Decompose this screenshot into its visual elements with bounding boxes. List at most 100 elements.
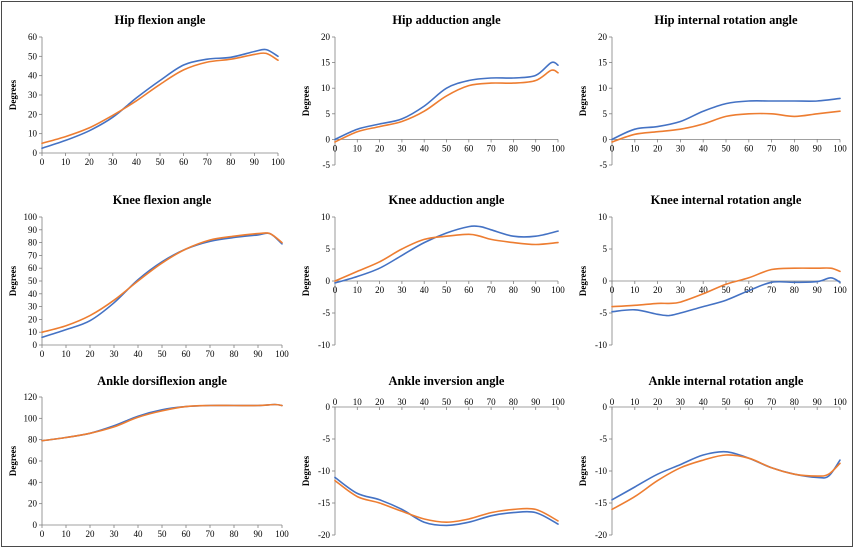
x-tick-label: 70 xyxy=(767,143,777,153)
y-tick-label: 5 xyxy=(603,244,608,254)
y-tick-label: -5 xyxy=(323,434,331,444)
x-tick-label: 60 xyxy=(744,143,754,153)
series-line-1 xyxy=(41,48,279,149)
y-tick-label: 30 xyxy=(28,90,38,100)
x-tick-label: 90 xyxy=(254,529,264,539)
x-tick-label: 70 xyxy=(487,143,497,153)
chart-title: Ankle inversion angle xyxy=(389,374,505,388)
x-tick-label: 80 xyxy=(509,285,519,295)
y-tick-label: 90 xyxy=(28,225,38,235)
y-tick-label: 70 xyxy=(28,250,38,260)
x-tick-label: 60 xyxy=(464,143,474,153)
x-tick-label: 60 xyxy=(744,397,754,407)
y-tick-label: 40 xyxy=(28,289,38,299)
chart-panel-8: Ankle inversion angle Degrees -20 -15 -10 -5 0… xyxy=(301,374,565,540)
y-tick-label: 100 xyxy=(24,212,38,222)
y-tick-label: 0 xyxy=(603,134,608,144)
x-tick-label: 20 xyxy=(653,397,663,407)
y-axis-label: Degrees xyxy=(8,445,18,476)
y-tick-label: 120 xyxy=(24,392,38,402)
chart-title: Knee adduction angle xyxy=(389,193,505,207)
series-line-2 xyxy=(334,69,559,143)
x-tick-label: 0 xyxy=(610,285,615,295)
x-tick-label: 90 xyxy=(813,143,823,153)
y-axis-label: Degrees xyxy=(8,79,18,110)
x-tick-label: 10 xyxy=(353,143,363,153)
x-tick-label: 0 xyxy=(333,285,338,295)
y-tick-label: 20 xyxy=(28,314,38,324)
x-tick-label: 20 xyxy=(86,529,96,539)
y-tick-label: 50 xyxy=(28,276,38,286)
chart-panel-6: Knee internal rotation angle Degrees -10 -5… xyxy=(578,193,847,350)
chart-title: Ankle dorsiflexion angle xyxy=(97,374,227,388)
x-tick-label: 30 xyxy=(676,285,686,295)
y-axis-label: Degrees xyxy=(301,265,311,296)
x-tick-label: 20 xyxy=(653,285,663,295)
x-tick-label: 0 xyxy=(40,529,45,539)
y-axis-label: Degrees xyxy=(301,455,311,486)
y-tick-label: 40 xyxy=(28,477,38,487)
y-tick-label: -20 xyxy=(595,530,607,540)
x-tick-label: 70 xyxy=(767,285,777,295)
x-tick-label: 70 xyxy=(487,285,497,295)
x-tick-label: 70 xyxy=(767,397,777,407)
x-tick-label: 40 xyxy=(132,157,142,167)
x-tick-label: 30 xyxy=(397,143,407,153)
x-tick-label: 0 xyxy=(610,143,615,153)
x-tick-label: 50 xyxy=(156,157,166,167)
x-tick-label: 10 xyxy=(630,285,640,295)
x-tick-label: 50 xyxy=(442,143,452,153)
y-tick-label: -5 xyxy=(600,308,608,318)
x-tick-label: 60 xyxy=(179,157,189,167)
x-tick-label: 80 xyxy=(790,143,800,153)
x-tick-label: 20 xyxy=(375,143,385,153)
x-tick-label: 100 xyxy=(833,143,847,153)
x-tick-label: 10 xyxy=(353,397,363,407)
x-tick-label: 0 xyxy=(333,143,338,153)
y-tick-label: -10 xyxy=(595,340,607,350)
x-tick-label: 10 xyxy=(630,143,640,153)
x-tick-label: 50 xyxy=(722,143,732,153)
y-tick-label: 0 xyxy=(326,276,331,286)
y-tick-label: 60 xyxy=(28,32,38,42)
y-tick-label: -15 xyxy=(595,498,607,508)
x-tick-label: 70 xyxy=(206,529,216,539)
x-tick-label: 60 xyxy=(464,285,474,295)
x-tick-label: 50 xyxy=(442,285,452,295)
x-tick-label: 50 xyxy=(722,285,732,295)
x-tick-label: 30 xyxy=(108,157,118,167)
x-tick-label: 100 xyxy=(833,397,847,407)
series-line-1 xyxy=(334,61,559,141)
y-tick-label: 0 xyxy=(33,520,38,530)
x-tick-label: 100 xyxy=(551,143,565,153)
series-line-1 xyxy=(611,276,841,317)
x-tick-label: 30 xyxy=(397,285,407,295)
chart-panel-7: Ankle dorsiflexion angle Degrees 0 20 40 60 80… xyxy=(8,374,289,539)
x-tick-label: 80 xyxy=(790,285,800,295)
series-line-1 xyxy=(611,97,841,141)
chart-panel-4: Knee flexion angle Degrees 0 10 20 30 40 50 60 70… xyxy=(8,193,289,359)
y-tick-label: 10 xyxy=(598,83,608,93)
x-tick-label: 90 xyxy=(254,349,264,359)
series-line-1 xyxy=(611,450,841,501)
y-tick-label: 20 xyxy=(321,32,331,42)
x-tick-label: 80 xyxy=(230,529,240,539)
chart-panel-3: Hip internal rotation angleDegrees-50510… xyxy=(578,13,847,170)
series-line-2 xyxy=(41,403,283,442)
y-tick-label: 0 xyxy=(33,340,38,350)
x-tick-label: 30 xyxy=(676,397,686,407)
x-tick-label: 90 xyxy=(531,285,541,295)
x-tick-label: 40 xyxy=(699,397,709,407)
x-tick-label: 40 xyxy=(699,285,709,295)
y-tick-label: 0 xyxy=(33,148,38,158)
y-axis-label: Degrees xyxy=(8,265,18,296)
y-tick-label: 20 xyxy=(28,109,38,119)
x-tick-label: 60 xyxy=(182,349,192,359)
x-tick-label: 0 xyxy=(333,397,338,407)
x-tick-label: 60 xyxy=(464,397,474,407)
chart-title: Knee flexion angle xyxy=(113,193,212,207)
x-tick-label: 80 xyxy=(790,397,800,407)
y-tick-label: 60 xyxy=(28,263,38,273)
